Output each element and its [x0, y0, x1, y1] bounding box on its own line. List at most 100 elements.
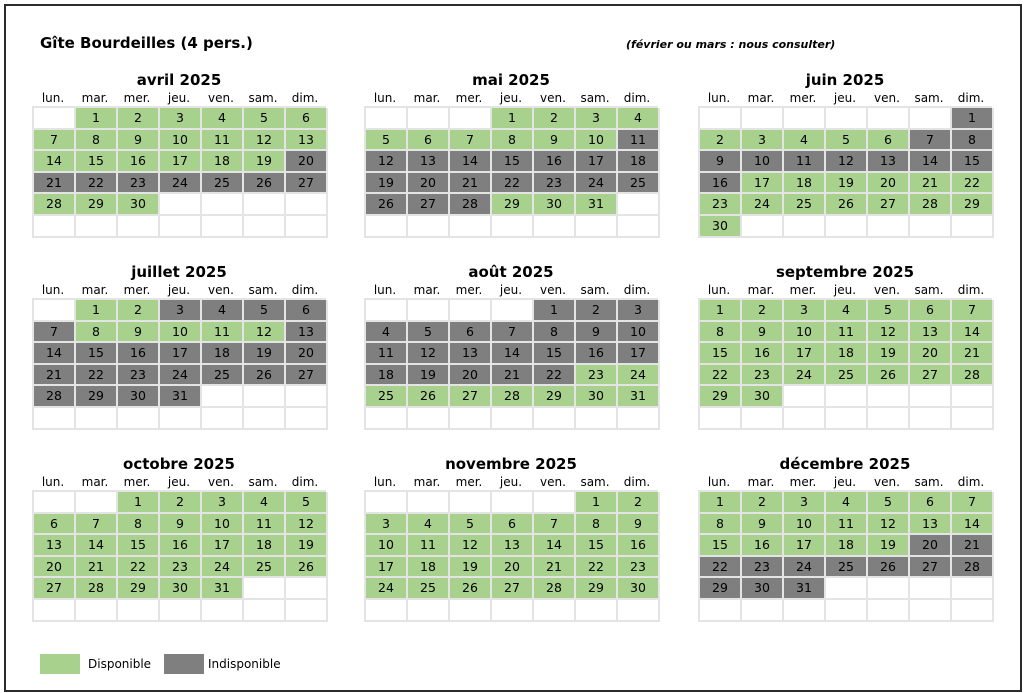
day-cell-available: 13 [910, 513, 952, 536]
day-cell-unavailable: 5 [408, 321, 450, 344]
day-cell-empty [492, 407, 534, 430]
day-cell-unavailable: 25 [202, 364, 244, 387]
day-cell-available: 9 [618, 513, 660, 536]
month-calendar: décembre 2025 lun. mar. mer. jeu. ven. sam. dim… [698, 454, 994, 622]
day-cell-available: 27 [868, 194, 910, 216]
day-cell-available: 6 [492, 513, 534, 536]
weekday-label: mer. [789, 91, 817, 105]
day-cell-empty [34, 108, 76, 130]
weekday-label: jeu. [499, 283, 523, 297]
day-cell-unavailable: 27 [910, 556, 952, 579]
day-cell-available: 28 [34, 194, 76, 216]
weekday-label: lun. [707, 475, 731, 489]
day-cell-empty [576, 215, 618, 238]
day-cell-unavailable: 16 [700, 172, 742, 195]
day-cell-available: 10 [160, 321, 202, 344]
day-cell-available: 23 [576, 364, 618, 387]
day-cell-unavailable: 29 [76, 386, 118, 408]
day-cell-empty [534, 492, 576, 514]
weekday-label: sam. [248, 475, 278, 489]
day-cell-available: 17 [160, 151, 202, 173]
weekday-label: ven. [540, 475, 566, 489]
day-cell-available: 25 [244, 556, 286, 579]
weekday-label: sam. [580, 283, 610, 297]
day-cell-unavailable: 16 [534, 151, 576, 173]
day-grid: 1 2 3 4 5 6 7 8 9 10 11 12 13 14 15 16 17 18 19 20 21 22 23 24 2… [364, 106, 660, 238]
day-cell-unavailable: 23 [118, 172, 160, 195]
day-cell-empty [784, 108, 826, 130]
day-cell-available: 29 [118, 578, 160, 600]
month-calendar: avril 2025 lun. mar. mer. jeu. ven. sam. dim. 1 2… [32, 70, 328, 238]
day-cell-unavailable: 15 [952, 151, 994, 173]
month-title: juillet 2025 [131, 263, 227, 281]
day-cell-available: 15 [700, 343, 742, 365]
day-cell-unavailable: 13 [450, 343, 492, 365]
day-cell-available: 5 [868, 492, 910, 514]
weekday-label: dim. [623, 91, 651, 105]
day-cell-empty [534, 599, 576, 622]
legend-available-swatch [40, 654, 80, 674]
weekday-header: lun. mar. mer. jeu. ven. sam. dim. [364, 282, 658, 298]
day-cell-empty [618, 599, 660, 622]
day-cell-unavailable: 17 [160, 343, 202, 365]
day-cell-unavailable: 17 [576, 151, 618, 173]
day-cell-unavailable: 3 [618, 300, 660, 322]
day-cell-available: 22 [118, 556, 160, 579]
day-cell-available: 8 [492, 129, 534, 152]
day-cell-available: 8 [700, 321, 742, 344]
day-cell-available: 13 [492, 535, 534, 557]
day-cell-available: 19 [286, 535, 328, 557]
day-cell-available: 3 [202, 492, 244, 514]
day-cell-unavailable: 14 [492, 343, 534, 365]
day-cell-available: 18 [408, 556, 450, 579]
day-cell-empty [244, 407, 286, 430]
weekday-label: lun. [373, 91, 397, 105]
day-cell-empty [160, 215, 202, 238]
day-cell-unavailable: 15 [76, 343, 118, 365]
day-cell-available: 7 [952, 492, 994, 514]
day-cell-available: 25 [408, 578, 450, 600]
day-cell-empty [244, 578, 286, 600]
weekday-label: sam. [914, 283, 944, 297]
month-calendar: septembre 2025 lun. mar. mer. jeu. ven. sam. di… [698, 262, 994, 430]
day-cell-unavailable: 25 [202, 172, 244, 195]
day-cell-empty [952, 386, 994, 408]
day-cell-empty [450, 215, 492, 238]
day-cell-available: 20 [868, 172, 910, 195]
day-cell-unavailable: 22 [76, 172, 118, 195]
day-cell-available: 2 [118, 300, 160, 322]
day-cell-unavailable: 19 [244, 343, 286, 365]
day-cell-available: 23 [742, 364, 784, 387]
day-cell-available: 5 [366, 129, 408, 152]
day-cell-unavailable: 10 [742, 151, 784, 173]
day-cell-available: 22 [952, 172, 994, 195]
weekday-label: lun. [41, 91, 65, 105]
day-cell-empty [910, 578, 952, 600]
legend-available-label: Disponible [88, 657, 152, 671]
day-cell-empty [450, 492, 492, 514]
day-cell-empty [700, 599, 742, 622]
day-cell-available: 6 [868, 129, 910, 152]
weekday-label: lun. [707, 283, 731, 297]
day-cell-empty [286, 215, 328, 238]
weekday-label: mar. [413, 283, 441, 297]
day-cell-available: 14 [76, 535, 118, 557]
day-cell-available: 23 [160, 556, 202, 579]
day-cell-available: 10 [576, 129, 618, 152]
day-cell-unavailable: 28 [450, 194, 492, 216]
weekday-label: mar. [413, 475, 441, 489]
day-cell-empty [742, 407, 784, 430]
day-cell-available: 7 [952, 300, 994, 322]
day-cell-empty [576, 599, 618, 622]
day-cell-unavailable: 23 [118, 364, 160, 387]
day-cell-empty [618, 407, 660, 430]
day-cell-empty [952, 407, 994, 430]
day-cell-empty [202, 599, 244, 622]
day-cell-unavailable: 1 [534, 300, 576, 322]
day-cell-empty [910, 407, 952, 430]
day-cell-available: 12 [450, 535, 492, 557]
day-cell-empty [826, 407, 868, 430]
day-cell-empty [492, 215, 534, 238]
month-title: septembre 2025 [775, 263, 915, 281]
day-cell-empty [868, 215, 910, 238]
